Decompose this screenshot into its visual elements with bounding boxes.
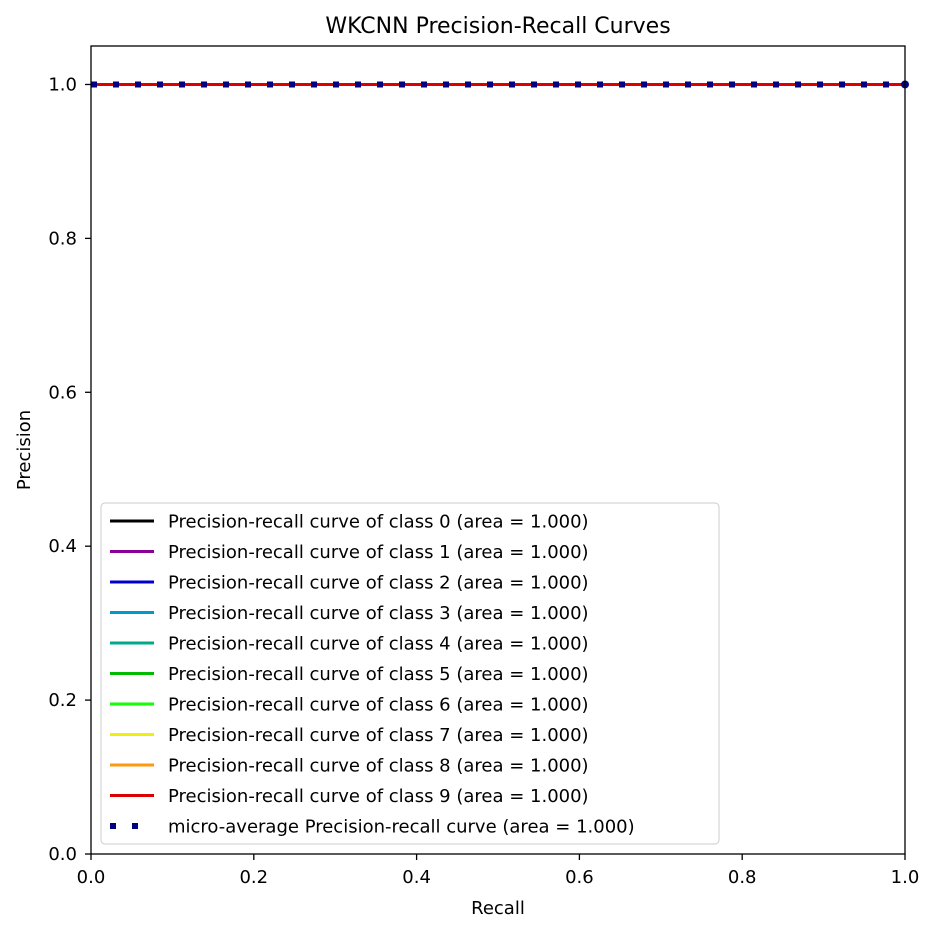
- y-tick-label: 0.6: [48, 382, 77, 403]
- legend-label: Precision-recall curve of class 8 (area …: [168, 756, 589, 777]
- legend-item: Precision-recall curve of class 7 (area …: [110, 725, 589, 746]
- y-tick-label: 0.0: [48, 844, 77, 865]
- x-tick-label: 0.6: [565, 867, 594, 888]
- chart-title: WKCNN Precision-Recall Curves: [325, 14, 670, 39]
- legend-label: micro-average Precision-recall curve (ar…: [168, 817, 635, 838]
- legend-label: Precision-recall curve of class 3 (area …: [168, 603, 589, 624]
- series-layer: [91, 80, 909, 89]
- legend-item: Precision-recall curve of class 3 (area …: [110, 603, 589, 624]
- x-axis-label: Recall: [471, 898, 525, 919]
- legend-item: Precision-recall curve of class 2 (area …: [110, 573, 589, 594]
- legend-item: Precision-recall curve of class 9 (area …: [110, 786, 589, 807]
- legend-items: Precision-recall curve of class 0 (area …: [110, 512, 635, 838]
- x-tick-label: 0.4: [402, 867, 431, 888]
- legend-label: Precision-recall curve of class 9 (area …: [168, 786, 589, 807]
- y-tick-label: 0.8: [48, 228, 77, 249]
- legend-label: Precision-recall curve of class 1 (area …: [168, 542, 589, 563]
- y-tick-label: 0.2: [48, 690, 77, 711]
- legend-item: Precision-recall curve of class 5 (area …: [110, 664, 589, 685]
- legend-item: Precision-recall curve of class 1 (area …: [110, 542, 589, 563]
- ticks-layer: 0.0 0.2 0.4 0.6 0.8 1.0 0.0 0.2 0.4 0.6 0.8 1.0: [48, 74, 919, 888]
- legend-label: Precision-recall curve of class 4 (area …: [168, 634, 589, 655]
- x-tick-label: 1.0: [891, 867, 920, 888]
- legend-item: Precision-recall curve of class 6 (area …: [110, 695, 589, 716]
- legend-item: micro-average Precision-recall curve (ar…: [110, 817, 635, 838]
- x-tick-label: 0.2: [239, 867, 268, 888]
- x-tick-label: 0.0: [77, 867, 106, 888]
- y-axis-label: Precision: [14, 410, 35, 490]
- x-tick-label: 0.8: [728, 867, 757, 888]
- y-tick-label: 1.0: [48, 74, 77, 95]
- legend-label: Precision-recall curve of class 5 (area …: [168, 664, 589, 685]
- legend: Precision-recall curve of class 0 (area …: [100, 502, 720, 845]
- legend-label: Precision-recall curve of class 6 (area …: [168, 695, 589, 716]
- legend-item: Precision-recall curve of class 0 (area …: [110, 512, 589, 533]
- legend-item: Precision-recall curve of class 4 (area …: [110, 634, 589, 655]
- y-tick-label: 0.4: [48, 536, 77, 557]
- legend-label: Precision-recall curve of class 0 (area …: [168, 512, 589, 533]
- legend-box: [100, 502, 720, 845]
- legend-item: Precision-recall curve of class 8 (area …: [110, 756, 589, 777]
- legend-label: Precision-recall curve of class 7 (area …: [168, 725, 589, 746]
- axes-frame: [90, 45, 906, 855]
- legend-label: Precision-recall curve of class 2 (area …: [168, 573, 589, 594]
